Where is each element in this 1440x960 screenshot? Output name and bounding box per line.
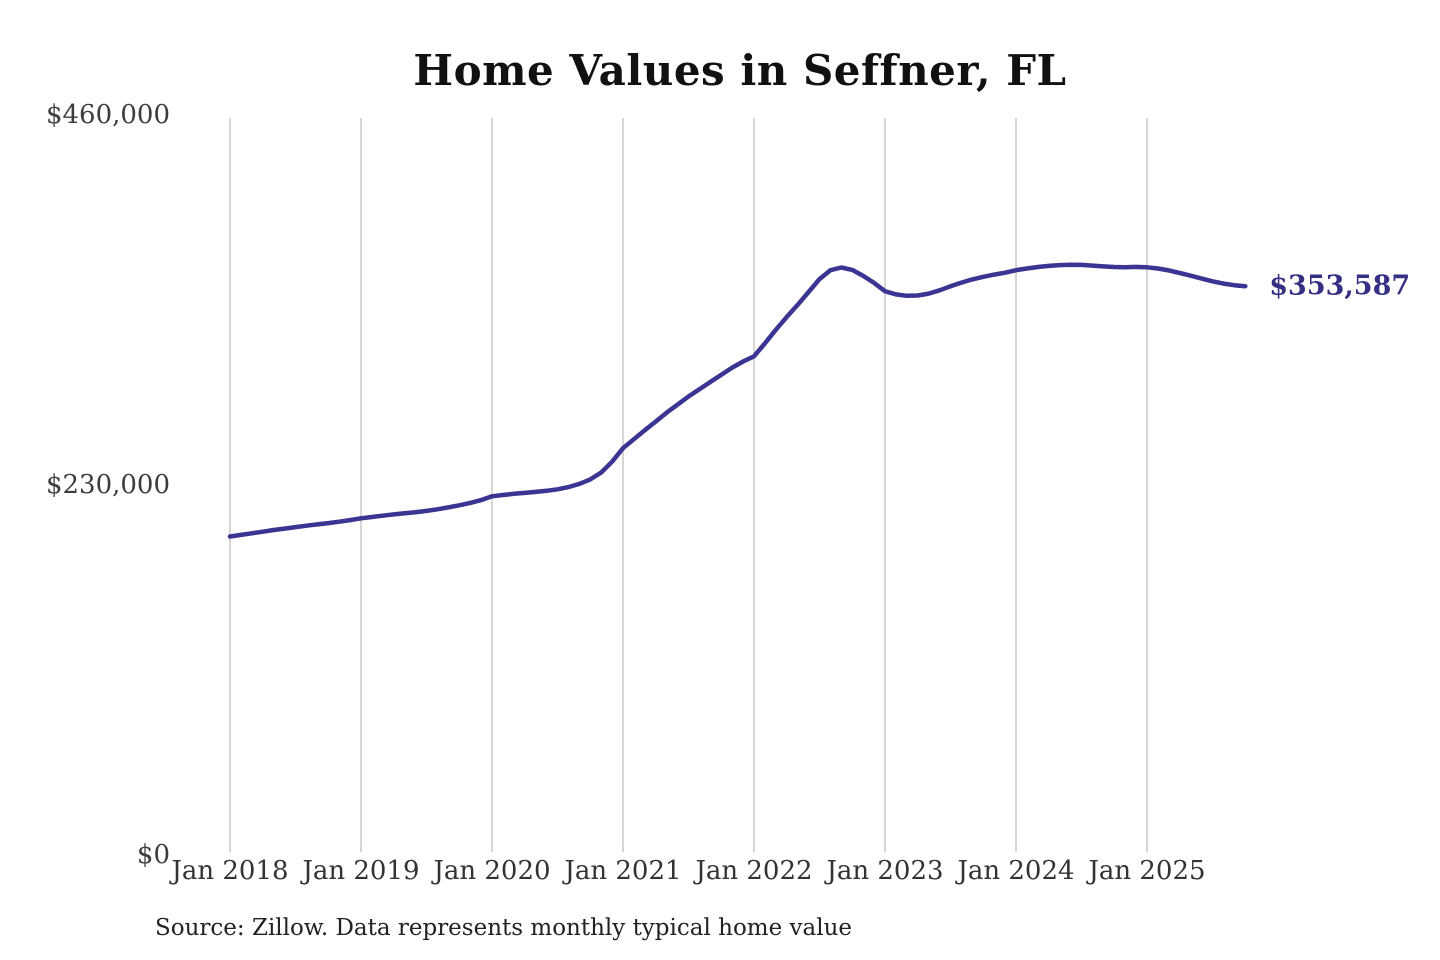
x-axis-label: Jan 2025 [1088,856,1206,886]
x-axis-label: Jan 2023 [826,856,944,886]
x-axis-label: Jan 2019 [302,856,420,886]
x-axis-label: Jan 2024 [957,856,1075,886]
x-axis-label: Jan 2020 [433,856,551,886]
x-axis-label: Jan 2021 [564,856,682,886]
gridlines [229,118,1148,852]
y-axis-label: $460,000 [45,100,170,130]
home-value-line-series [227,262,1248,539]
y-axis-label: $230,000 [45,470,170,500]
y-axis-label: $0 [136,840,170,870]
x-axis-label: Jan 2018 [171,856,289,886]
source-note: Source: Zillow. Data represents monthly … [155,915,853,941]
current-value-label: $353,587 [1269,270,1411,302]
x-axis-label: Jan 2022 [695,856,813,886]
chart-title: Home Values in Seffner, FL [413,46,1067,95]
